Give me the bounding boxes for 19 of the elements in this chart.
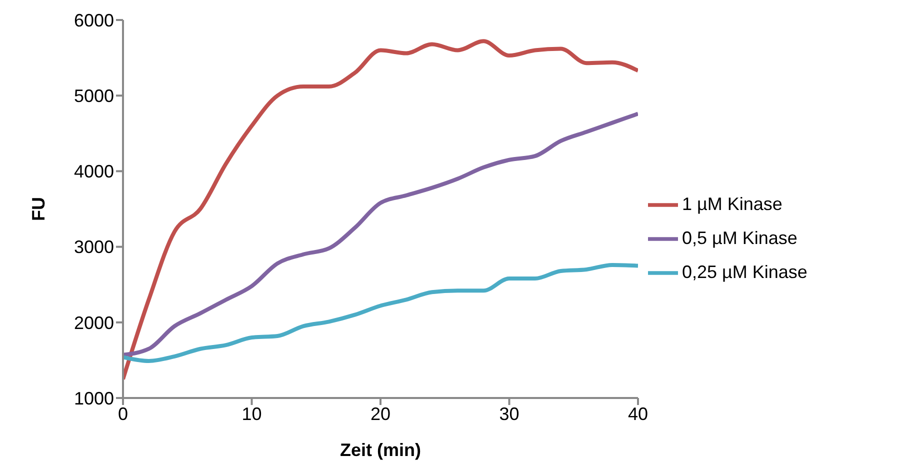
y-tick-label: 6000 [74, 10, 114, 30]
x-tick-label: 0 [118, 404, 128, 424]
legend-label: 0,25 µM Kinase [682, 262, 808, 282]
y-axis-title: FU [28, 197, 48, 221]
y-tick-label: 1000 [74, 388, 114, 408]
line-series [123, 112, 638, 357]
x-tick-label: 20 [370, 404, 391, 424]
x-axis-title: Zeit (min) [340, 440, 421, 460]
x-tick-label: 30 [499, 404, 520, 424]
legend-label: 0,5 µM Kinase [682, 228, 798, 248]
y-tick-label: 3000 [74, 237, 114, 258]
x-tick-label: 10 [242, 404, 262, 424]
line-series [123, 39, 638, 382]
y-tick-label: 2000 [74, 312, 114, 333]
line-series [123, 262, 638, 363]
x-tick-label: 40 [628, 404, 648, 424]
y-tick-label: 5000 [74, 86, 114, 106]
y-tick-label: 4000 [74, 162, 114, 182]
legend-label: 1 µM Kinase [682, 194, 782, 214]
